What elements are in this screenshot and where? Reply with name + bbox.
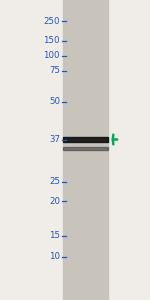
Text: 37: 37 <box>49 135 60 144</box>
Bar <box>63 137 108 142</box>
Text: 15: 15 <box>49 231 60 240</box>
Text: 75: 75 <box>49 66 60 75</box>
Text: 10: 10 <box>49 252 60 261</box>
Text: 20: 20 <box>49 196 60 206</box>
Text: 250: 250 <box>44 16 60 26</box>
Text: 50: 50 <box>49 98 60 106</box>
Bar <box>63 147 108 150</box>
Bar <box>63 0 108 300</box>
Text: 25: 25 <box>49 177 60 186</box>
Text: 100: 100 <box>44 51 60 60</box>
Text: 150: 150 <box>44 36 60 45</box>
